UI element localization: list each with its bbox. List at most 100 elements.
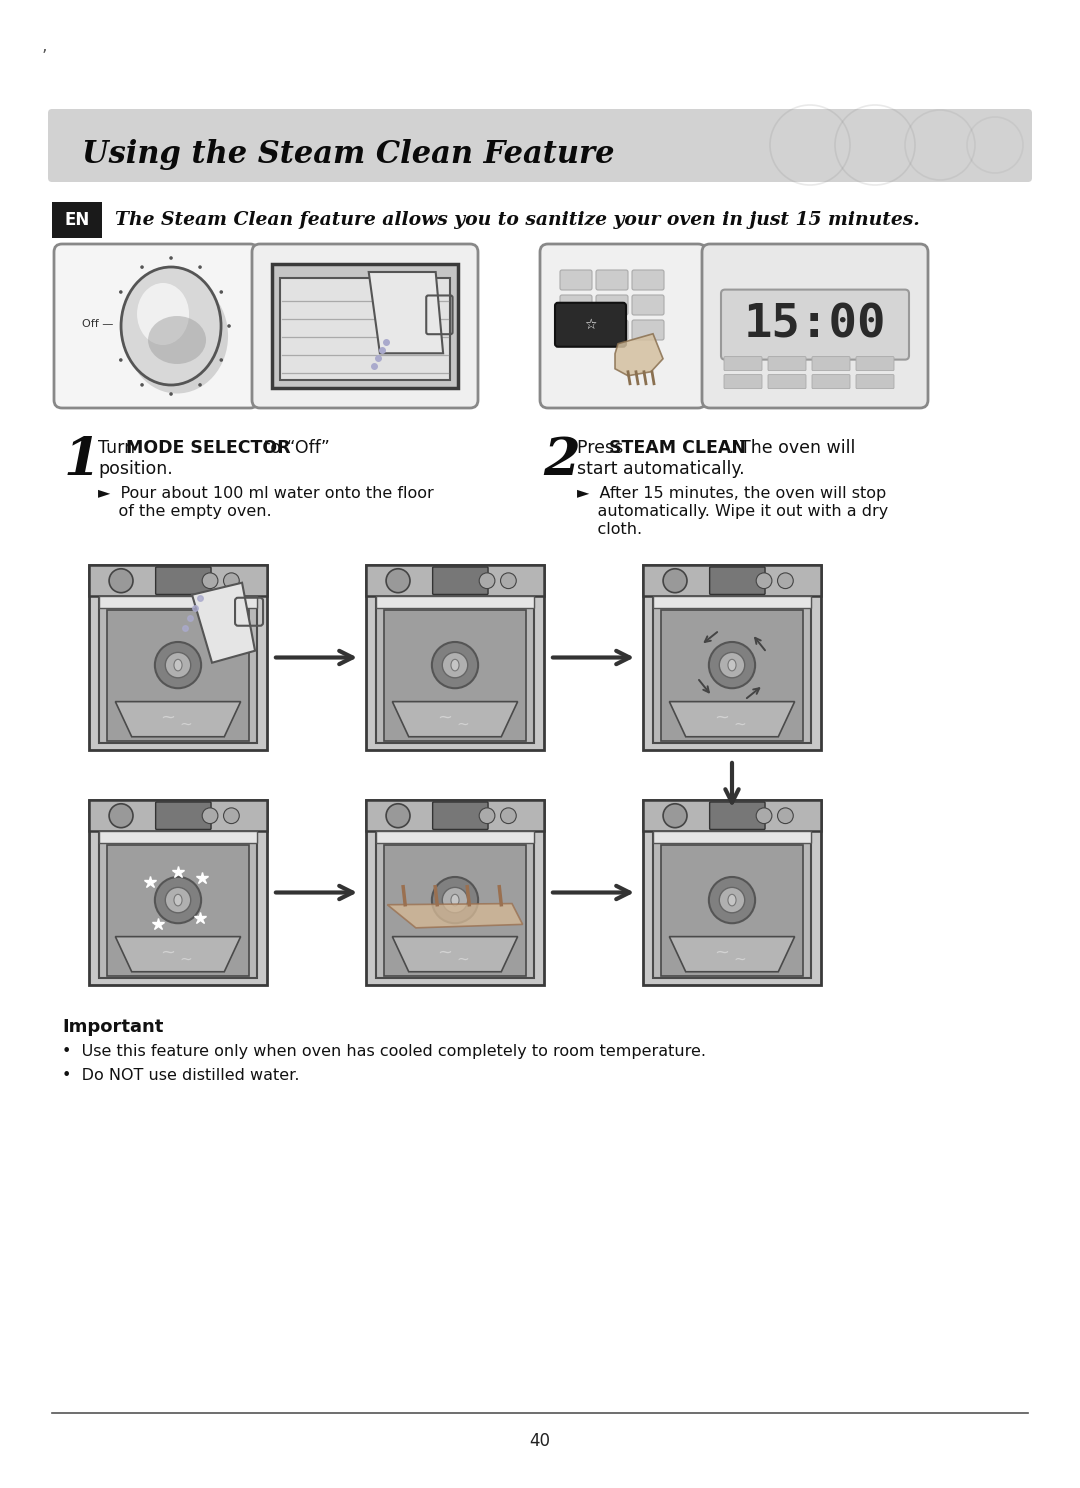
Bar (98, 598, 257, 743)
FancyBboxPatch shape (721, 290, 909, 360)
FancyBboxPatch shape (54, 244, 258, 408)
Polygon shape (192, 583, 255, 662)
FancyBboxPatch shape (48, 109, 1032, 182)
Text: EN: EN (65, 211, 90, 229)
FancyBboxPatch shape (768, 375, 806, 388)
Text: The Steam Clean feature allows you to sanitize your oven in just 15 minutes.: The Steam Clean feature allows you to sa… (114, 211, 920, 229)
Text: ~: ~ (161, 943, 175, 961)
FancyBboxPatch shape (561, 320, 592, 339)
Text: 2: 2 (543, 434, 580, 487)
Bar (652, 833, 811, 978)
Polygon shape (368, 272, 443, 353)
Ellipse shape (451, 894, 459, 906)
Text: •  Use this feature only when oven has cooled completely to room temperature.: • Use this feature only when oven has co… (62, 1045, 706, 1059)
FancyBboxPatch shape (812, 375, 850, 388)
Bar (89, 565, 267, 597)
Bar (643, 801, 821, 832)
Circle shape (219, 290, 224, 293)
Text: . The oven will: . The oven will (729, 439, 855, 457)
Circle shape (219, 359, 224, 362)
Circle shape (386, 804, 410, 827)
Text: to “Off”: to “Off” (258, 439, 329, 457)
Text: ʼ: ʼ (42, 48, 48, 65)
Bar (89, 801, 267, 985)
Bar (89, 801, 267, 832)
Text: ~: ~ (457, 717, 470, 732)
Text: position.: position. (98, 460, 173, 478)
Circle shape (140, 265, 144, 269)
Text: ~: ~ (179, 717, 192, 732)
Bar (652, 832, 811, 844)
Circle shape (663, 804, 687, 827)
FancyBboxPatch shape (433, 567, 488, 594)
Bar (652, 597, 811, 609)
Circle shape (119, 359, 123, 362)
Text: ~: ~ (179, 952, 192, 967)
Text: Off —: Off — (82, 318, 113, 329)
Text: ►  Pour about 100 ml water onto the floor: ► Pour about 100 ml water onto the floor (98, 487, 434, 501)
FancyBboxPatch shape (856, 375, 894, 388)
FancyBboxPatch shape (555, 302, 626, 347)
Circle shape (165, 887, 191, 912)
Ellipse shape (174, 659, 183, 671)
Bar (376, 597, 535, 609)
Polygon shape (615, 333, 663, 376)
Circle shape (109, 568, 133, 592)
Circle shape (500, 808, 516, 823)
FancyBboxPatch shape (724, 357, 762, 371)
Text: 1: 1 (64, 434, 100, 487)
Bar (107, 845, 249, 976)
Circle shape (227, 324, 231, 327)
Ellipse shape (137, 283, 189, 345)
Ellipse shape (148, 315, 206, 365)
Bar (376, 833, 535, 978)
Text: •  Do NOT use distilled water.: • Do NOT use distilled water. (62, 1068, 299, 1083)
Circle shape (109, 804, 133, 827)
Polygon shape (392, 702, 517, 737)
Bar (376, 832, 535, 844)
Bar (643, 565, 821, 597)
FancyBboxPatch shape (596, 295, 627, 315)
Bar (366, 565, 544, 597)
Polygon shape (392, 936, 517, 972)
Ellipse shape (174, 894, 183, 906)
Text: ~: ~ (733, 717, 746, 732)
Ellipse shape (728, 659, 737, 671)
Text: of the empty oven.: of the empty oven. (98, 504, 272, 519)
Bar (107, 610, 249, 741)
Ellipse shape (728, 894, 737, 906)
FancyBboxPatch shape (156, 802, 211, 829)
Polygon shape (670, 936, 795, 972)
Ellipse shape (126, 278, 228, 393)
FancyBboxPatch shape (632, 295, 664, 315)
Circle shape (663, 568, 687, 592)
Circle shape (154, 641, 201, 689)
FancyBboxPatch shape (632, 320, 664, 339)
Bar (643, 565, 821, 750)
Circle shape (756, 808, 772, 823)
Circle shape (224, 573, 240, 589)
FancyBboxPatch shape (768, 357, 806, 371)
FancyBboxPatch shape (272, 263, 458, 388)
Ellipse shape (451, 659, 459, 671)
FancyBboxPatch shape (540, 244, 706, 408)
Circle shape (202, 573, 218, 589)
Bar (98, 832, 257, 844)
Circle shape (199, 382, 202, 387)
Text: ~: ~ (437, 943, 453, 961)
Text: ~: ~ (161, 708, 175, 726)
Circle shape (480, 573, 495, 589)
Bar (661, 610, 804, 741)
Circle shape (170, 393, 173, 396)
Text: ☆: ☆ (584, 318, 596, 332)
FancyBboxPatch shape (710, 802, 765, 829)
Text: STEAM CLEAN: STEAM CLEAN (609, 439, 746, 457)
Circle shape (432, 876, 478, 923)
Circle shape (480, 808, 495, 823)
FancyBboxPatch shape (433, 802, 488, 829)
Text: ~: ~ (733, 952, 746, 967)
Circle shape (708, 876, 755, 923)
Polygon shape (116, 702, 241, 737)
Text: Using the Steam Clean Feature: Using the Steam Clean Feature (82, 138, 615, 170)
Polygon shape (388, 903, 523, 929)
